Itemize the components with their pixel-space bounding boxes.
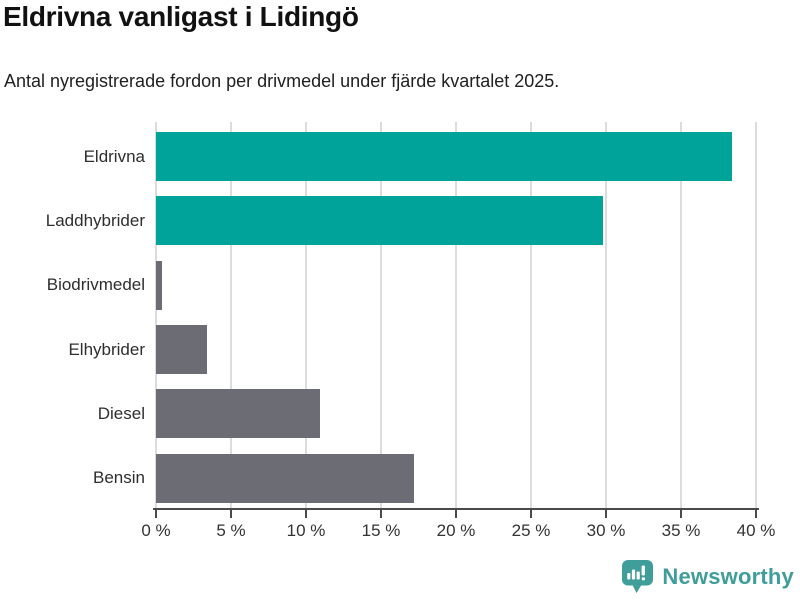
x-tick-5: [230, 510, 232, 518]
newsworthy-logo-text: Newsworthy: [662, 563, 794, 589]
x-tick-label-25: 25 %: [511, 521, 551, 540]
gridline-0: [155, 122, 157, 508]
bar-diesel: [156, 389, 320, 439]
gridline-30: [605, 122, 607, 508]
newsworthy-brand: Newsworthy: [621, 559, 794, 594]
x-tick-label-15: 15 %: [361, 521, 401, 540]
x-tick-25: [530, 510, 532, 518]
category-label-bensin: Bensin: [93, 468, 145, 488]
category-label-eldrivna: Eldrivna: [83, 146, 145, 166]
x-tick-label-30: 30 %: [586, 521, 626, 540]
x-tick-40: [755, 510, 757, 518]
x-tick-label-5: 5 %: [216, 521, 246, 540]
category-label-diesel: Diesel: [97, 403, 145, 423]
category-label-elhybrider: Elhybrider: [68, 339, 145, 359]
plot-area: 0 % 5 % 10 % 15 % 20 % 25 % 30 % 35 % 40 %: [141, 122, 775, 540]
chart-title: Eldrivna vanligast i Lidingö: [3, 1, 359, 32]
x-tick-20: [455, 510, 457, 518]
category-label-biodrivmedel: Biodrivmedel: [46, 275, 145, 295]
chart-subtitle: Antal nyregistrerade fordon per drivmede…: [4, 71, 560, 91]
bar-laddhybrider: [156, 196, 603, 246]
category-label-laddhybrider: Laddhybrider: [45, 210, 145, 230]
gridline-35: [680, 122, 682, 508]
x-tick-label-35: 35 %: [661, 521, 701, 540]
bar-eldrivna: [156, 132, 732, 181]
bar-bensin: [156, 453, 414, 503]
gridline-40: [755, 122, 757, 508]
bar-biodrivmedel: [156, 260, 162, 310]
x-tick-label-10: 10 %: [286, 521, 326, 540]
x-tick-10: [305, 510, 307, 518]
x-axis-line: [153, 507, 759, 510]
gridline-15: [380, 122, 382, 508]
gridline-25: [530, 122, 532, 508]
gridline-5: [230, 122, 232, 508]
gridline-10: [305, 122, 307, 508]
x-tick-30: [605, 510, 607, 518]
x-tick-0: [155, 510, 157, 518]
newsworthy-logo-icon: [622, 560, 654, 593]
bar-elhybrider: [156, 325, 207, 374]
x-tick-label-0: 0 %: [141, 521, 171, 540]
x-tick-35: [680, 510, 682, 518]
gridline-20: [455, 122, 457, 508]
x-tick-15: [380, 510, 382, 518]
x-tick-label-40: 40 %: [736, 521, 776, 540]
x-tick-label-20: 20 %: [436, 521, 476, 540]
